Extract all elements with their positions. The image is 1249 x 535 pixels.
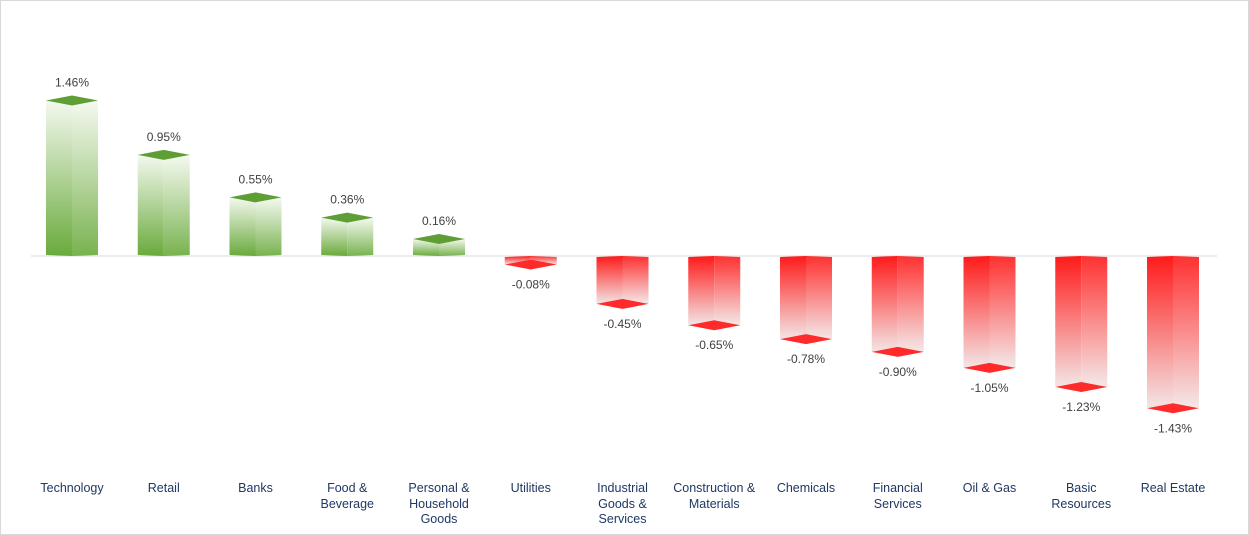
bar-top-cap xyxy=(46,95,98,106)
bar-top-cap xyxy=(137,149,190,160)
bar-front-face xyxy=(688,256,715,326)
bar-group xyxy=(963,256,1016,373)
category-label: Retail xyxy=(147,481,180,495)
bar-bottom-cap xyxy=(1055,381,1108,392)
bar-group xyxy=(596,256,649,309)
bar-side-face xyxy=(897,256,924,352)
bar-bottom-cap xyxy=(780,334,832,345)
value-label: -0.90% xyxy=(879,365,917,379)
bar-front-face xyxy=(963,256,990,368)
bar-front-face xyxy=(321,217,348,256)
bar-group xyxy=(413,233,465,256)
bar-front-face xyxy=(596,256,623,304)
bar-front-face xyxy=(780,256,806,340)
value-label: 0.95% xyxy=(147,130,181,144)
bar-front-face xyxy=(871,256,898,352)
bar-side-face xyxy=(530,256,557,265)
category-label: Construction & Materials xyxy=(673,481,756,511)
bar-front-face xyxy=(1147,256,1173,409)
bar-bottom-cap xyxy=(596,298,649,309)
bar-side-face xyxy=(72,100,98,256)
category-label: Real Estate xyxy=(1140,481,1206,495)
value-label: 1.46% xyxy=(55,76,89,90)
bar-group xyxy=(871,256,924,357)
value-label: 0.36% xyxy=(330,193,364,207)
bar-group xyxy=(780,256,832,345)
bar-side-face xyxy=(714,256,741,326)
bar-side-face xyxy=(806,256,832,340)
bar-bottom-cap xyxy=(871,346,924,357)
value-label: -1.43% xyxy=(1154,421,1192,435)
bar-side-face xyxy=(622,256,649,304)
category-label: Industrial Goods & Services xyxy=(597,481,648,526)
bar-group xyxy=(46,95,98,256)
bar-group xyxy=(1055,256,1108,392)
bar-front-face xyxy=(1055,256,1082,387)
value-label: -1.23% xyxy=(1062,400,1100,414)
bar-front-face xyxy=(504,256,531,265)
bar-group xyxy=(137,149,190,256)
bar-top-cap xyxy=(413,233,465,244)
bar-group xyxy=(688,256,741,331)
bar-front-face xyxy=(46,100,72,256)
bar-group xyxy=(321,212,374,256)
bar-bottom-cap xyxy=(963,362,1016,373)
value-label: -0.45% xyxy=(603,317,641,331)
category-label: Basic Resources xyxy=(1051,481,1112,511)
category-label: Banks xyxy=(238,481,273,495)
bar-side-face xyxy=(439,238,465,256)
bar-front-face xyxy=(229,197,256,256)
bar-side-face xyxy=(989,256,1016,368)
bar-side-face xyxy=(1173,256,1199,409)
bar-group xyxy=(229,192,282,256)
bar-side-face xyxy=(163,154,190,256)
value-label: -0.08% xyxy=(512,278,550,292)
category-label: Utilities xyxy=(510,481,551,495)
bar-front-face xyxy=(413,238,439,256)
bar-group xyxy=(504,256,557,270)
bar-group xyxy=(1147,256,1199,414)
category-label: Oil & Gas xyxy=(962,481,1017,495)
bar-bottom-cap xyxy=(1147,403,1199,414)
bar-front-face xyxy=(137,154,164,256)
value-label: -1.05% xyxy=(970,381,1008,395)
bar-side-face xyxy=(255,197,282,256)
bar-side-face xyxy=(347,217,374,256)
category-label: Financial Services xyxy=(872,481,923,511)
value-label: -0.65% xyxy=(695,338,733,352)
bar-top-cap xyxy=(229,192,282,203)
bar-top-cap xyxy=(321,212,374,223)
category-label: Technology xyxy=(40,481,104,495)
category-label: Food & Beverage xyxy=(320,481,374,511)
category-label: Personal & Household Goods xyxy=(408,481,470,526)
bar-side-face xyxy=(1081,256,1108,387)
value-label: 0.55% xyxy=(238,172,272,186)
value-label: -0.78% xyxy=(787,352,825,366)
category-label: Chemicals xyxy=(776,481,836,495)
bar-bottom-cap xyxy=(688,320,741,331)
value-label: 0.16% xyxy=(422,214,456,228)
bar-bottom-cap xyxy=(504,259,557,270)
